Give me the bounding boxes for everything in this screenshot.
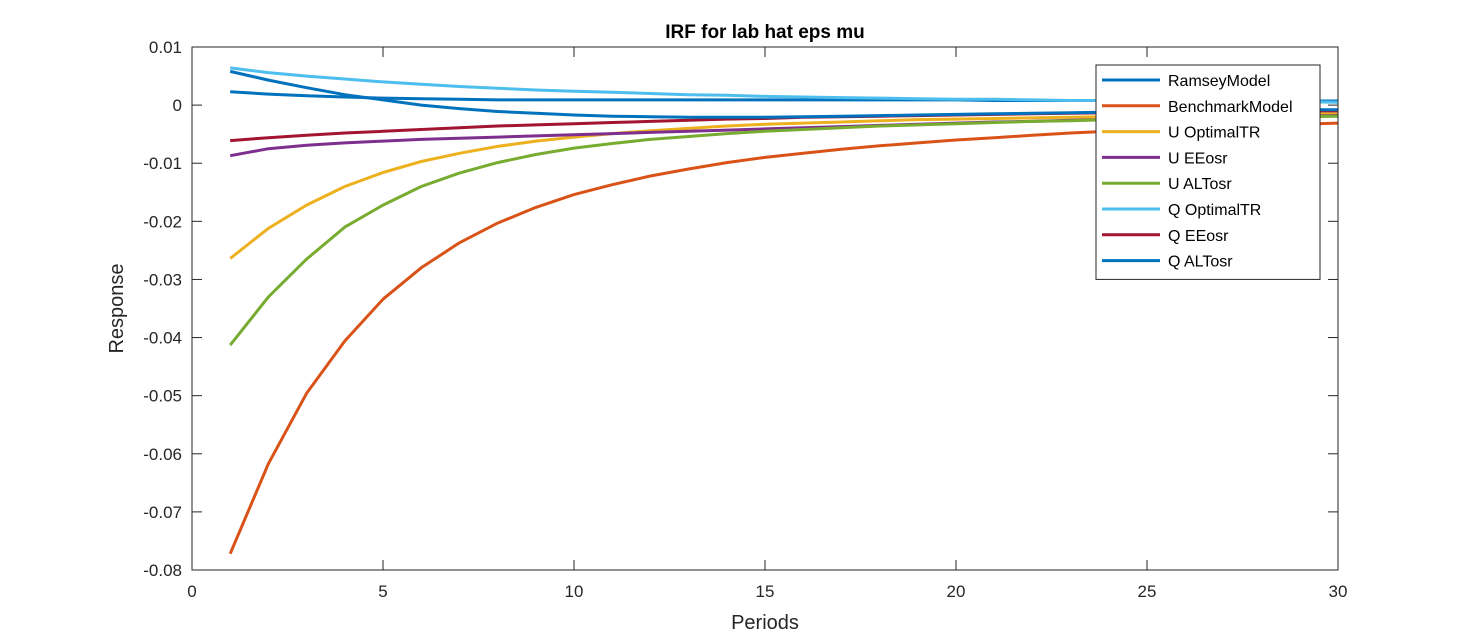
x-tick-label: 30 xyxy=(1329,582,1348,601)
y-tick-label: -0.02 xyxy=(143,212,182,231)
x-tick-label: 15 xyxy=(756,582,775,601)
y-tick-label: -0.08 xyxy=(143,561,182,580)
legend-entry: U ALTosr xyxy=(1168,176,1232,193)
y-tick-label: 0 xyxy=(173,96,182,115)
legend-entry: Q ALTosr xyxy=(1168,254,1233,271)
x-axis-label: Periods xyxy=(731,612,799,634)
y-tick-label: -0.05 xyxy=(143,387,182,406)
x-tick-label: 25 xyxy=(1138,582,1157,601)
x-axis: 0 5 10 15 20 25 30 xyxy=(187,47,1347,601)
legend: RamseyModel BenchmarkModel U OptimalTR U EE… xyxy=(1095,64,1321,280)
y-tick-label: -0.07 xyxy=(143,503,182,522)
y-tick-label: -0.01 xyxy=(143,154,182,173)
x-tick-label: 10 xyxy=(565,582,584,601)
chart-title: IRF for lab hat eps mu xyxy=(665,22,865,43)
x-tick-label: 5 xyxy=(378,582,387,601)
y-axis-label: Response xyxy=(106,263,128,353)
x-tick-label: 20 xyxy=(947,582,966,601)
y-tick-label: -0.03 xyxy=(143,270,182,289)
legend-entry: BenchmarkModel xyxy=(1168,99,1293,116)
y-axis: -0.08 -0.07 -0.06 -0.05 -0.04 -0.03 -0.02 -0.01… xyxy=(143,38,1338,580)
plot-lines xyxy=(228,66,1338,555)
legend-entry: RamseyModel xyxy=(1168,73,1270,90)
legend-box xyxy=(1095,64,1321,280)
legend-entry: U OptimalTR xyxy=(1168,125,1260,142)
legend-entry: Q OptimalTR xyxy=(1168,202,1261,219)
legend-entry: U EEosr xyxy=(1168,150,1228,167)
y-tick-label: -0.04 xyxy=(143,329,182,348)
x-tick-label: 0 xyxy=(187,582,196,601)
y-tick-label: -0.06 xyxy=(143,445,182,464)
y-tick-label: 0.01 xyxy=(149,38,182,57)
legend-entry: Q EEosr xyxy=(1168,228,1229,245)
